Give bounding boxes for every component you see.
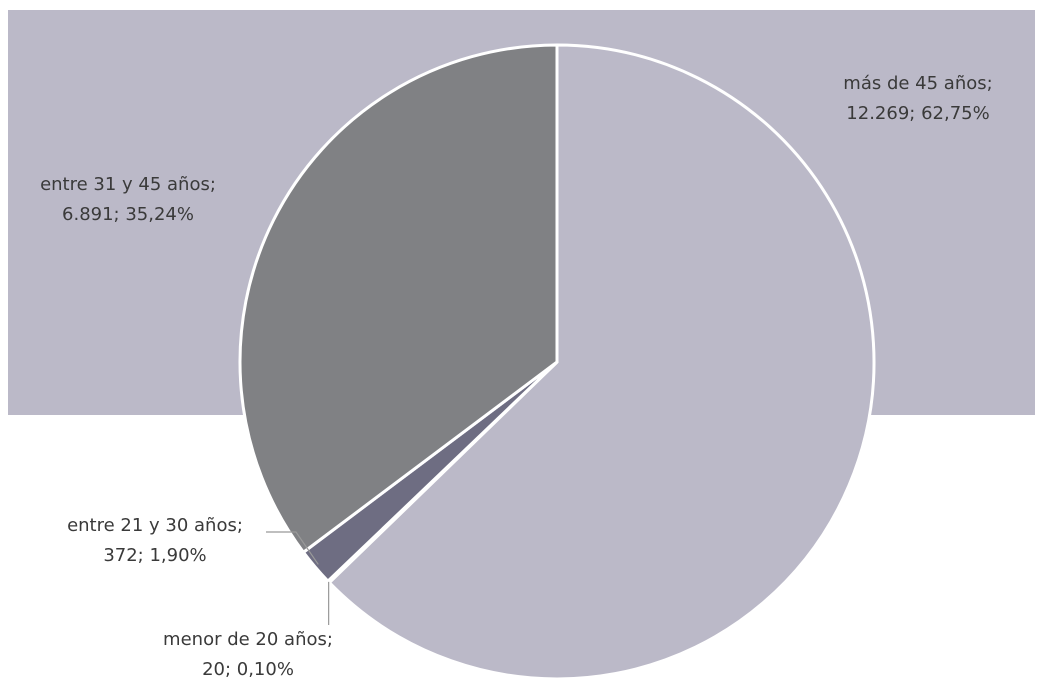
data-label-value: 20; 0,10% [202,659,294,680]
pie-slice [327,43,876,680]
data-label-value: 372; 1,90% [103,545,206,566]
data-label-value: 12.269; 62,75% [846,103,989,124]
data-label-value: 6.891; 35,24% [62,204,194,225]
data-label-category: entre 21 y 30 años; [67,515,243,536]
data-label-category: más de 45 años; [843,73,992,94]
data-label-category: entre 31 y 45 años; [40,174,216,195]
leader-line [266,531,319,565]
pie-slice [238,43,559,554]
data-label-category: menor de 20 años; [163,629,333,650]
